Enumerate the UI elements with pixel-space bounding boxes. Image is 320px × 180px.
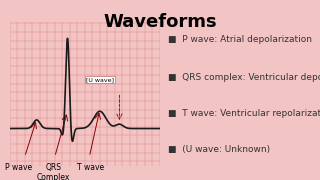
Text: T wave: T wave (76, 163, 104, 172)
Text: ■  P wave: Atrial depolarization: ■ P wave: Atrial depolarization (168, 35, 312, 44)
Text: QRS
Complex: QRS Complex (36, 163, 70, 180)
Text: [U wave]: [U wave] (86, 77, 114, 82)
Text: P wave: P wave (5, 163, 32, 172)
Text: ■  (U wave: Unknown): ■ (U wave: Unknown) (168, 145, 270, 154)
Text: ■  T wave: Ventricular repolarization: ■ T wave: Ventricular repolarization (168, 109, 320, 118)
Text: ■  QRS complex: Ventricular depolarization: ■ QRS complex: Ventricular depolarizatio… (168, 73, 320, 82)
Text: Waveforms: Waveforms (103, 13, 217, 31)
